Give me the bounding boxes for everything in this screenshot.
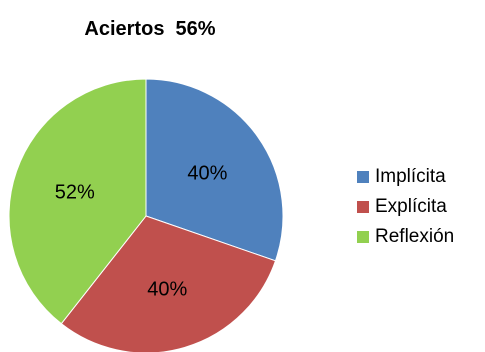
legend-label-implicita: Implícita — [375, 166, 446, 187]
chart-title: Aciertos 56% — [84, 18, 216, 40]
legend-label-explicita: Explícita — [375, 196, 447, 217]
slice-label-implicita: 40% — [187, 162, 227, 184]
legend-swatch-explicita — [357, 201, 369, 213]
legend: Implícita Explícita Reflexión — [357, 162, 454, 252]
pie-slice-explicita — [60, 215, 277, 352]
pie-slice-reflexion — [8, 78, 147, 325]
legend-item-implicita: Implícita — [357, 162, 454, 192]
slice-label-reflexion: 52% — [55, 181, 95, 203]
pie-slice-implicita — [145, 78, 284, 262]
legend-label-reflexion: Reflexión — [375, 226, 455, 247]
slice-label-explicita: 40% — [147, 278, 187, 300]
legend-swatch-implicita — [357, 171, 369, 183]
legend-swatch-reflexion — [357, 231, 369, 243]
legend-item-reflexion: Reflexión — [357, 222, 454, 252]
legend-item-explicita: Explícita — [357, 192, 454, 222]
